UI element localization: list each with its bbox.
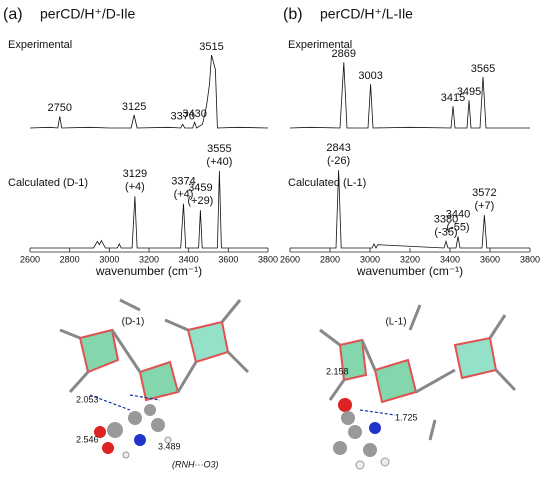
peak-shift: (+4): [174, 189, 194, 201]
x-tick-label: 2800: [60, 254, 80, 264]
peak-label: 3374: [171, 176, 195, 188]
spectrum-trace: [290, 170, 530, 249]
peak-shift: (+7): [474, 200, 494, 212]
x-tick-label: 2800: [320, 254, 340, 264]
x-tick-label: 3600: [218, 254, 238, 264]
peak-label: 3459: [188, 182, 212, 194]
x-tick-label: 3400: [440, 254, 460, 264]
peak-label: 3380: [434, 213, 458, 225]
peak-label: 3415: [441, 92, 465, 104]
molecule-a: [59, 298, 250, 459]
structure-label: (D-1): [122, 317, 145, 328]
peak-label: 3440: [446, 208, 470, 220]
panel-label: (a): [3, 6, 23, 23]
distance-label: 2.053: [76, 394, 99, 404]
spectrum-trace: [29, 54, 269, 129]
peak-label: 2843: [326, 142, 350, 154]
distance-label: 1.725: [395, 412, 418, 422]
peak-shift: (+40): [206, 156, 232, 168]
x-tick-label: 3200: [400, 254, 420, 264]
spectrum-trace: [30, 170, 268, 249]
x-tick-label: 3800: [520, 254, 540, 264]
molecule-b: [319, 304, 517, 470]
peak-shift: (+4): [125, 181, 145, 193]
distance-label: 2.546: [76, 434, 99, 444]
panel-label: (b): [283, 6, 303, 23]
peak-shift: (+29): [187, 195, 213, 207]
peak-shift: (-35): [434, 226, 457, 238]
peak-label: 3129: [123, 168, 147, 180]
distance-note: (RNH···O3): [172, 459, 219, 469]
peak-label: 3555: [207, 143, 231, 155]
peak-label: 3565: [471, 63, 495, 75]
trace-label: Experimental: [8, 39, 72, 51]
trace-label: Calculated (D-1): [8, 177, 88, 189]
peak-label: 2750: [48, 102, 72, 114]
distance-label: 3.489: [158, 441, 181, 451]
panel-title: perCD/H⁺/L-Ile: [320, 6, 413, 22]
x-tick-label: 3400: [179, 254, 199, 264]
spectrum-trace: [289, 62, 530, 129]
peak-shift: (-26): [327, 155, 350, 167]
x-tick-label: 2600: [280, 254, 300, 264]
trace-label: Calculated (L-1): [288, 177, 366, 189]
peak-label: 2869: [332, 48, 356, 60]
x-axis-label: wavenumber (cm⁻¹): [95, 264, 202, 278]
x-tick-label: 3000: [360, 254, 380, 264]
peak-label: 3430: [182, 108, 206, 120]
peak-shift: (-55): [446, 221, 469, 233]
x-tick-label: 2600: [20, 254, 40, 264]
peak-label: 3515: [199, 41, 223, 53]
x-tick-label: 3800: [258, 254, 278, 264]
peak-label: 3370: [170, 110, 194, 122]
x-tick-label: 3600: [480, 254, 500, 264]
x-axis-label: wavenumber (cm⁻¹): [356, 264, 463, 278]
peak-label: 3003: [358, 70, 382, 82]
structure-label: (L-1): [385, 317, 406, 328]
trace-label: Experimental: [288, 39, 352, 51]
peak-label: 3495: [457, 86, 481, 98]
distance-label: 2.158: [326, 366, 349, 376]
peak-label: 3572: [472, 187, 496, 199]
x-tick-label: 3000: [99, 254, 119, 264]
peak-label: 3125: [122, 101, 146, 113]
x-tick-label: 3200: [139, 254, 159, 264]
panel-title: perCD/H⁺/D-Ile: [40, 6, 136, 22]
